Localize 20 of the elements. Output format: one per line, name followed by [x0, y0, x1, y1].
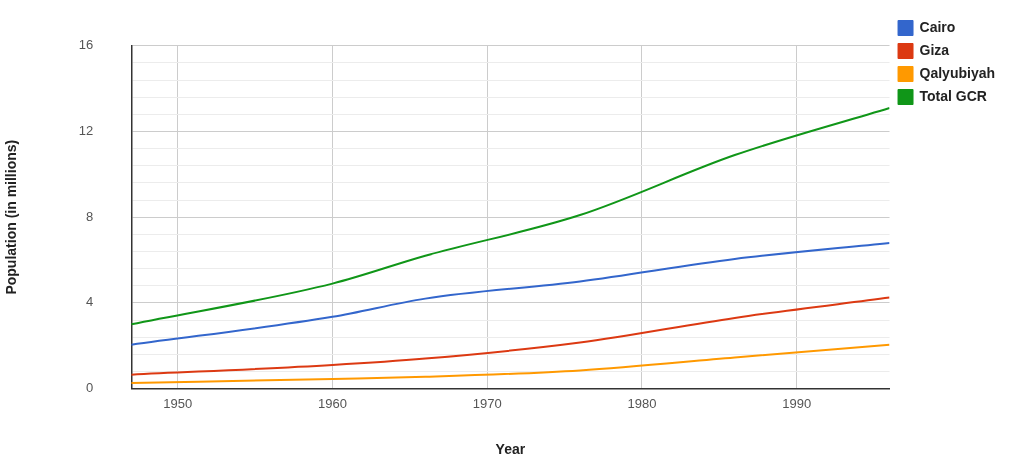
x-tick-label: 1990	[782, 395, 812, 411]
x-tick-label: 1960	[317, 395, 347, 411]
legend-label: Total GCR	[919, 87, 987, 104]
line-series	[131, 296, 890, 376]
x-tick-label: 1950	[163, 395, 193, 411]
y-tick-label: 0	[86, 380, 94, 396]
x-tick-label: 1980	[627, 395, 657, 411]
legend-label: Qalyubiyah	[919, 64, 995, 81]
line-series	[131, 343, 890, 385]
line-series	[131, 241, 890, 346]
x-tick-label: 1970	[472, 395, 502, 411]
x-axis-title: Year	[495, 441, 526, 458]
y-tick-label: 8	[86, 208, 94, 224]
y-axis-title: Population (in millions)	[3, 139, 20, 295]
y-tick-label: 16	[78, 37, 94, 53]
legend-label: Cairo	[919, 18, 956, 35]
line-series	[131, 106, 890, 326]
y-tick-label: 4	[86, 294, 94, 310]
y-tick-label: 12	[78, 123, 94, 139]
legend-label: Giza	[919, 41, 950, 58]
